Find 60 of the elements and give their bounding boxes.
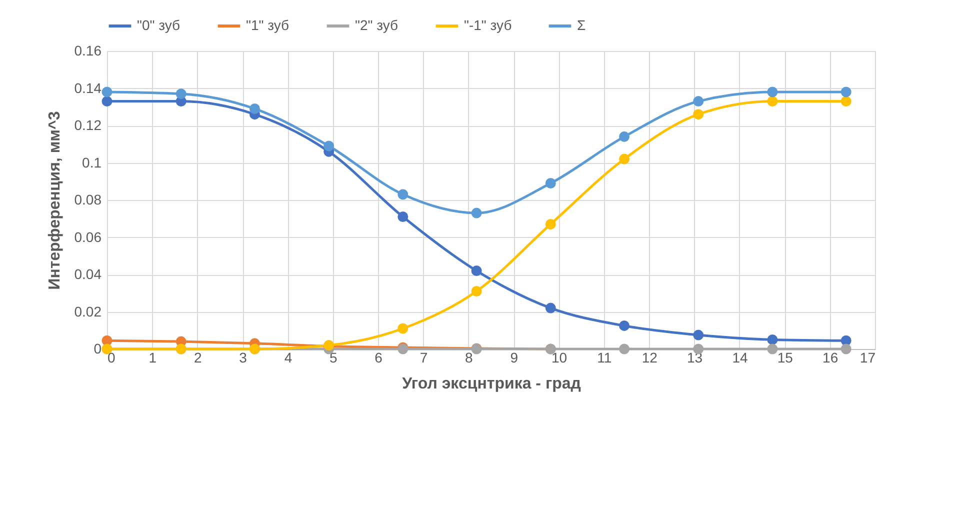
legend-label: "2" зуб — [355, 17, 398, 33]
point — [840, 96, 852, 107]
y-tick-label: 0.08 — [74, 192, 102, 208]
point — [102, 86, 112, 98]
y-tick-label: 0.16 — [74, 42, 102, 58]
x-tick-label: 16 — [822, 350, 838, 366]
point — [693, 109, 704, 120]
x-tick-label: 5 — [329, 350, 338, 366]
x-tick-label: 14 — [732, 350, 748, 366]
x-tick-label: 12 — [642, 350, 658, 366]
x-tick-label: 10 — [551, 350, 568, 366]
point — [545, 178, 556, 188]
point — [840, 86, 852, 98]
legend-label: "-1" зуб — [464, 17, 512, 33]
x-tick-label: 0 — [108, 350, 116, 366]
x-tick-label: 7 — [420, 350, 428, 366]
x-tick-label: 15 — [777, 350, 794, 366]
point — [176, 88, 186, 100]
x-tick-label: 3 — [239, 350, 248, 366]
y-tick-label: 0.06 — [74, 228, 102, 245]
y-tick-label: 0.1 — [82, 154, 102, 170]
point — [619, 320, 630, 331]
x-tick-label: 9 — [510, 350, 518, 366]
point — [619, 154, 630, 164]
legend-label: "0" зуб — [137, 17, 180, 33]
x-axis-title: Угол эксцнтрика - град — [402, 376, 581, 392]
point — [471, 208, 482, 218]
y-tick-label: 0.04 — [74, 266, 102, 282]
y-tick-label: 0.14 — [74, 80, 102, 96]
legend-label: Σ — [577, 17, 586, 33]
point — [693, 330, 704, 340]
x-tick-label: 2 — [194, 350, 202, 366]
point — [767, 344, 778, 354]
point — [619, 344, 630, 354]
y-tick-label: 0.12 — [74, 117, 102, 133]
legend-label: "1" зуб — [246, 17, 290, 33]
point — [619, 131, 630, 142]
x-tick-label: 11 — [597, 350, 612, 366]
point — [767, 86, 778, 98]
point — [398, 212, 408, 222]
x-tick-label: 17 — [860, 350, 876, 366]
point — [471, 286, 482, 296]
x-tick-label: 6 — [374, 350, 383, 366]
y-axis-title: Интерференция, мм^3 — [46, 111, 64, 290]
y-tick-label: 0.02 — [74, 303, 102, 320]
point — [471, 266, 482, 276]
point — [545, 302, 556, 314]
point — [249, 104, 260, 114]
x-tick-label: 8 — [465, 350, 474, 366]
point — [398, 323, 408, 334]
point — [767, 96, 778, 107]
x-tick-label: 1 — [148, 350, 157, 366]
point — [545, 218, 556, 230]
point — [324, 140, 334, 152]
x-tick-label: 4 — [284, 350, 292, 366]
point — [398, 189, 408, 200]
point — [102, 96, 112, 107]
point — [840, 344, 852, 354]
point — [767, 334, 778, 345]
point — [693, 96, 704, 107]
